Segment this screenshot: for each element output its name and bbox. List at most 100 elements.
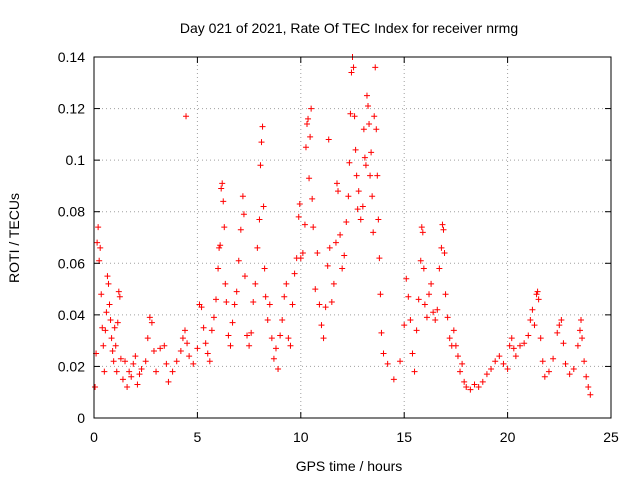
- x-tick-label: 0: [90, 429, 98, 445]
- data-point: [179, 335, 186, 342]
- data-point: [136, 371, 143, 378]
- data-point: [237, 226, 244, 233]
- data-point: [587, 391, 594, 398]
- data-point: [438, 244, 445, 251]
- data-point: [574, 342, 581, 349]
- data-point: [579, 335, 586, 342]
- data-point: [277, 332, 284, 339]
- data-point: [204, 350, 211, 357]
- data-point: [446, 335, 453, 342]
- data-point: [418, 224, 425, 231]
- data-point: [287, 342, 294, 349]
- data-point: [436, 265, 443, 272]
- data-point: [266, 301, 273, 308]
- data-point: [111, 324, 118, 331]
- data-point: [419, 229, 426, 236]
- data-point: [545, 368, 552, 375]
- data-point: [202, 340, 209, 347]
- data-point: [578, 317, 585, 324]
- data-point: [233, 288, 240, 295]
- data-point: [318, 322, 325, 329]
- y-tick-label: 0: [77, 410, 85, 426]
- data-point: [371, 113, 378, 120]
- data-point: [223, 298, 230, 305]
- data-point: [535, 296, 542, 303]
- y-tick-label: 0.12: [58, 101, 85, 117]
- data-point: [314, 249, 321, 256]
- data-point: [138, 366, 145, 373]
- data-point: [200, 324, 207, 331]
- data-point: [104, 273, 111, 280]
- data-point: [283, 280, 290, 287]
- data-point: [262, 293, 269, 300]
- data-point: [320, 335, 327, 342]
- data-point: [113, 368, 120, 375]
- data-point: [106, 301, 113, 308]
- data-point: [177, 347, 184, 354]
- data-point: [343, 219, 350, 226]
- data-point: [415, 296, 422, 303]
- data-point: [95, 224, 102, 231]
- data-point: [246, 342, 253, 349]
- data-point: [259, 123, 266, 130]
- data-point: [213, 296, 220, 303]
- y-tick-label: 0.08: [58, 204, 85, 220]
- data-point: [554, 329, 561, 336]
- y-tick-label: 0.04: [58, 307, 85, 323]
- data-point: [366, 121, 373, 128]
- data-point: [533, 291, 540, 298]
- data-point: [221, 224, 228, 231]
- data-point: [281, 293, 288, 300]
- data-point: [110, 358, 117, 365]
- data-point: [299, 249, 306, 256]
- x-tick-label: 20: [500, 429, 516, 445]
- data-point: [268, 335, 275, 342]
- data-point: [305, 115, 312, 122]
- data-point: [222, 280, 229, 287]
- y-axis-label: ROTI / TECUs: [6, 193, 22, 283]
- data-point: [360, 126, 367, 133]
- data-point: [181, 327, 188, 334]
- chart-title: Day 021 of 2021, Rate Of TEC Index for r…: [180, 20, 518, 36]
- data-point: [337, 231, 344, 238]
- data-point: [312, 286, 319, 293]
- data-point: [258, 139, 265, 146]
- data-point: [231, 301, 238, 308]
- data-point: [407, 317, 414, 324]
- data-point: [531, 322, 538, 329]
- data-point: [112, 342, 119, 349]
- data-point: [169, 368, 176, 375]
- data-point: [352, 146, 359, 153]
- data-point: [411, 368, 418, 375]
- data-point: [275, 366, 282, 373]
- data-point: [330, 280, 337, 287]
- data-point: [355, 188, 362, 195]
- x-axis-label: GPS time / hours: [296, 458, 403, 474]
- data-point: [194, 345, 201, 352]
- data-point: [454, 353, 461, 360]
- data-point: [324, 262, 331, 269]
- data-point: [302, 144, 309, 151]
- data-point: [346, 159, 353, 166]
- data-point: [420, 265, 427, 272]
- data-point: [550, 355, 557, 362]
- data-point: [488, 366, 495, 373]
- data-point: [289, 301, 296, 308]
- data-point: [483, 371, 490, 378]
- data-point: [556, 322, 563, 329]
- data-point: [92, 384, 99, 391]
- data-point: [98, 291, 105, 298]
- data-point: [216, 244, 223, 251]
- data-point: [165, 378, 172, 385]
- data-point: [367, 172, 374, 179]
- data-point: [376, 255, 383, 262]
- data-point: [368, 149, 375, 156]
- data-point: [417, 257, 424, 264]
- data-point: [306, 175, 313, 182]
- data-point: [115, 288, 122, 295]
- points-layer: [92, 54, 594, 398]
- data-point: [409, 350, 416, 357]
- data-point: [264, 317, 271, 324]
- data-point: [361, 154, 368, 161]
